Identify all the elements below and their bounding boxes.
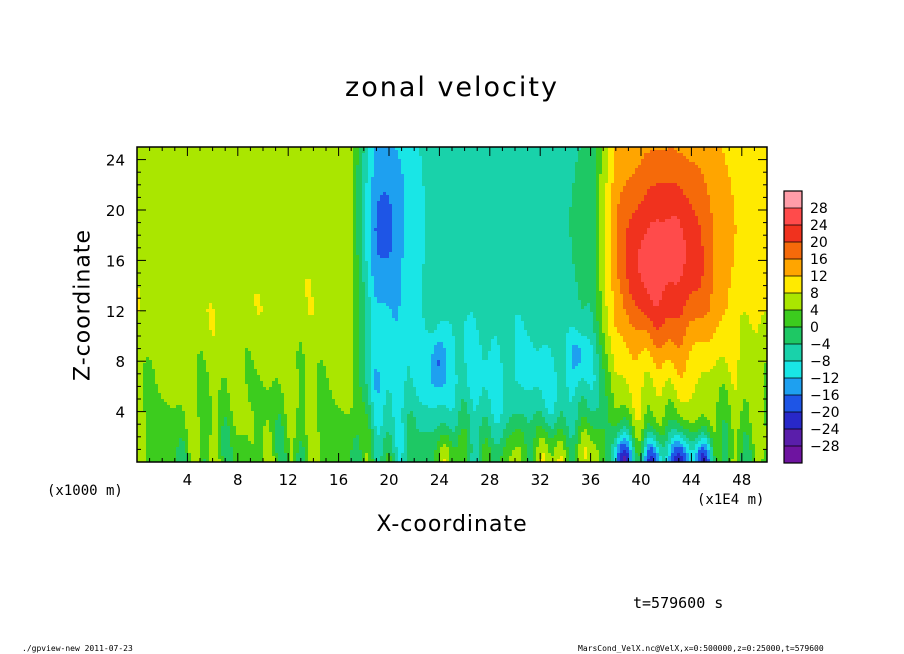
colorbar-label: −24 [810, 422, 840, 438]
x-tick-label: 24 [430, 471, 449, 489]
x-tick-label: 8 [233, 471, 243, 489]
colorbar-label: 20 [810, 235, 828, 251]
footer-left: ./gpview-new 2011-07-23 [22, 644, 133, 653]
time-annotation: t=579600 s [633, 594, 723, 612]
colorbar-swatch [784, 446, 802, 464]
y-tick-label: 24 [106, 152, 125, 170]
x-tick-label: 4 [183, 471, 193, 489]
x-axis-label: X-coordinate [0, 512, 904, 537]
colorbar-swatch [784, 276, 802, 294]
y-tick-label: 8 [115, 353, 125, 371]
colorbar-swatch [784, 225, 802, 243]
colorbar-label: −20 [810, 405, 840, 421]
x-tick-label: 48 [732, 471, 751, 489]
colorbar-label: 16 [810, 252, 828, 268]
x-tick-label: 32 [531, 471, 550, 489]
y-axis: 4 8 12 16 20 24 [106, 152, 767, 450]
colorbar-swatch [784, 242, 802, 260]
y-tick-label: 20 [106, 202, 125, 220]
colorbar-swatch [784, 429, 802, 447]
colorbar-label: 28 [810, 201, 828, 217]
y-tick-label: 4 [115, 404, 125, 422]
colorbar-swatch [784, 395, 802, 413]
x-tick-label: 20 [379, 471, 398, 489]
x-unit-label: (x1000 m) [47, 483, 123, 499]
x-tick-label: 28 [480, 471, 499, 489]
x-tick-label: 40 [631, 471, 650, 489]
colorbar-label: 8 [810, 286, 819, 302]
colorbar-swatch [784, 293, 802, 311]
colorbar-swatch [784, 412, 802, 430]
x-tick-label: 36 [581, 471, 600, 489]
colorbar-swatch [784, 378, 802, 396]
colorbar-label: −12 [810, 371, 840, 387]
colorbar-label: −8 [810, 354, 831, 370]
x-tick-label: 44 [682, 471, 701, 489]
colorbar-label: 0 [810, 320, 819, 336]
x-axis: 4 8 12 16 20 24 28 32 36 40 44 48 [149, 147, 755, 489]
colorbar-swatch [784, 208, 802, 226]
colorbar-label: 4 [810, 303, 819, 319]
colorbar-swatch [784, 327, 802, 345]
heatmap-field [137, 147, 767, 462]
x-tick-label: 16 [329, 471, 348, 489]
footer-right: MarsCond_VelX.nc@VelX,x=0:500000,z=0:250… [578, 644, 824, 653]
colorbar-label: −16 [810, 388, 840, 404]
x-tick-label: 12 [279, 471, 298, 489]
chart-title: zonal velocity [0, 72, 904, 103]
colorbar-label: 12 [810, 269, 828, 285]
x-scale-label: (x1E4 m) [697, 492, 764, 508]
colorbar-swatch [784, 259, 802, 277]
colorbar-label: 24 [810, 218, 828, 234]
y-axis-label: Z-coordinate [71, 229, 96, 381]
colorbar-label: −28 [810, 439, 840, 455]
y-tick-label: 16 [106, 252, 125, 270]
colorbar-swatch [784, 361, 802, 379]
colorbar-swatch [784, 344, 802, 362]
colorbar-swatch [784, 191, 802, 209]
y-tick-label: 12 [106, 303, 125, 321]
colorbar-swatch [784, 310, 802, 328]
colorbar-label: −4 [810, 337, 831, 353]
